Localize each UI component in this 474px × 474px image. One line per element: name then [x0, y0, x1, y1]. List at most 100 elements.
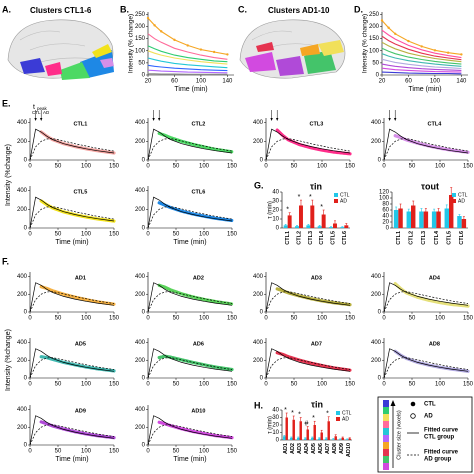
bar	[290, 437, 293, 440]
y-axis-label: Intensity (% change)	[128, 14, 135, 73]
y-tick-label: 400	[371, 120, 382, 126]
fit-ad	[29, 138, 115, 161]
chart-title: CTL2	[192, 121, 206, 127]
x-tick-label: 150	[463, 164, 474, 170]
x-tick-label: AD2	[290, 443, 296, 454]
colorbar-cell	[383, 414, 389, 421]
fit-ad	[265, 138, 351, 161]
x-tick-label: 50	[409, 164, 416, 170]
x-tick-label: 20	[379, 79, 386, 85]
colorbar-cell	[383, 435, 389, 442]
y-tick-label: 0	[24, 310, 28, 316]
x-tick-label: 150	[109, 232, 120, 238]
bar	[295, 226, 299, 228]
x-tick-label: 50	[173, 232, 180, 238]
legend-swatch	[334, 199, 338, 203]
bar	[311, 437, 314, 440]
x-tick-label: CTL2	[408, 231, 414, 245]
x-tick-label: CTL3	[421, 231, 427, 245]
x-tick-label: 100	[199, 164, 210, 170]
annotation: AD	[43, 110, 50, 115]
bar	[332, 439, 335, 440]
y-tick-label: 60	[382, 208, 389, 214]
x-tick-label: 50	[55, 316, 62, 322]
x-tick-label: 0	[28, 164, 32, 170]
y-tick-label: 150	[135, 36, 146, 42]
data-curve	[393, 349, 470, 373]
x-tick-label: 100	[317, 164, 328, 170]
chart-title: AD10	[191, 408, 205, 414]
significance: *	[298, 411, 301, 418]
legend-label: Fitted curve	[424, 450, 459, 456]
bar	[304, 438, 307, 440]
data-curve	[275, 351, 352, 372]
panel-label: G.	[254, 180, 264, 190]
x-tick-label: 0	[28, 449, 32, 455]
panel-label: B.	[120, 4, 129, 14]
fit-ad	[147, 291, 233, 313]
y-tick-label: 0	[260, 158, 264, 164]
chart-title: CTL6	[192, 189, 206, 195]
fit-ad	[29, 357, 115, 379]
x-tick-label: 150	[227, 449, 238, 455]
line	[381, 47, 462, 65]
fit-ctl	[29, 415, 115, 446]
bar	[306, 429, 309, 440]
y-tick-label: 400	[135, 120, 146, 126]
bar	[346, 439, 349, 440]
y-tick-label: 20	[272, 208, 279, 214]
x-tick-label: 0	[264, 382, 268, 388]
colorbar-label: Cluster size (voxels)	[396, 410, 402, 460]
fit-ctl	[29, 196, 115, 229]
y-tick-label: 400	[17, 340, 28, 346]
fit-ctl	[383, 282, 469, 313]
x-tick-label: 100	[81, 382, 92, 388]
x-axis-label: Time (min)	[173, 239, 206, 246]
x-tick-label: 0	[382, 382, 386, 388]
x-tick-label: 150	[227, 316, 238, 322]
data-curve	[39, 285, 116, 306]
legend-label: CTL group	[424, 435, 455, 441]
x-tick-label: 60	[405, 79, 412, 85]
fit-ctl	[265, 128, 351, 161]
chart-title: AD8	[429, 341, 440, 347]
x-tick-label: AD4	[304, 442, 310, 454]
y-tick-label: 200	[17, 139, 28, 145]
panel-label: F.	[2, 256, 9, 266]
x-tick-label: 0	[146, 449, 150, 455]
y-tick-label: 400	[135, 340, 146, 346]
y-tick-label: 120	[379, 190, 390, 196]
bar	[310, 205, 315, 228]
x-tick-label: 150	[109, 449, 120, 455]
bar	[436, 211, 441, 228]
x-tick-label: 100	[317, 316, 328, 322]
bar	[431, 211, 437, 228]
panel-label: C.	[238, 4, 247, 14]
bar	[457, 216, 462, 228]
fit-ad	[147, 206, 233, 229]
bar	[411, 205, 416, 228]
line	[148, 73, 228, 75]
marker	[146, 16, 150, 20]
legend-label: CTL	[424, 402, 436, 408]
line	[147, 69, 228, 74]
x-tick-label: AD7	[325, 443, 331, 454]
legend-swatch	[452, 199, 456, 203]
x-axis-label: Time (min)	[173, 456, 206, 463]
bar	[297, 437, 300, 440]
marker	[226, 53, 229, 56]
y-tick-label: 200	[135, 292, 146, 298]
data-curve	[393, 134, 470, 154]
marker	[387, 26, 390, 29]
x-tick-label: 0	[382, 316, 386, 322]
legend-swatch	[452, 193, 456, 197]
data-curve	[39, 130, 116, 155]
x-tick-label: 100	[199, 232, 210, 238]
line	[147, 57, 228, 69]
x-tick-label: CTL6	[459, 231, 465, 245]
bar	[329, 227, 333, 228]
y-tick-label: 0	[142, 158, 146, 164]
x-tick-label: 0	[146, 316, 150, 322]
colorbar-arrow-head	[390, 400, 396, 406]
legend-label: CTL	[340, 192, 350, 198]
